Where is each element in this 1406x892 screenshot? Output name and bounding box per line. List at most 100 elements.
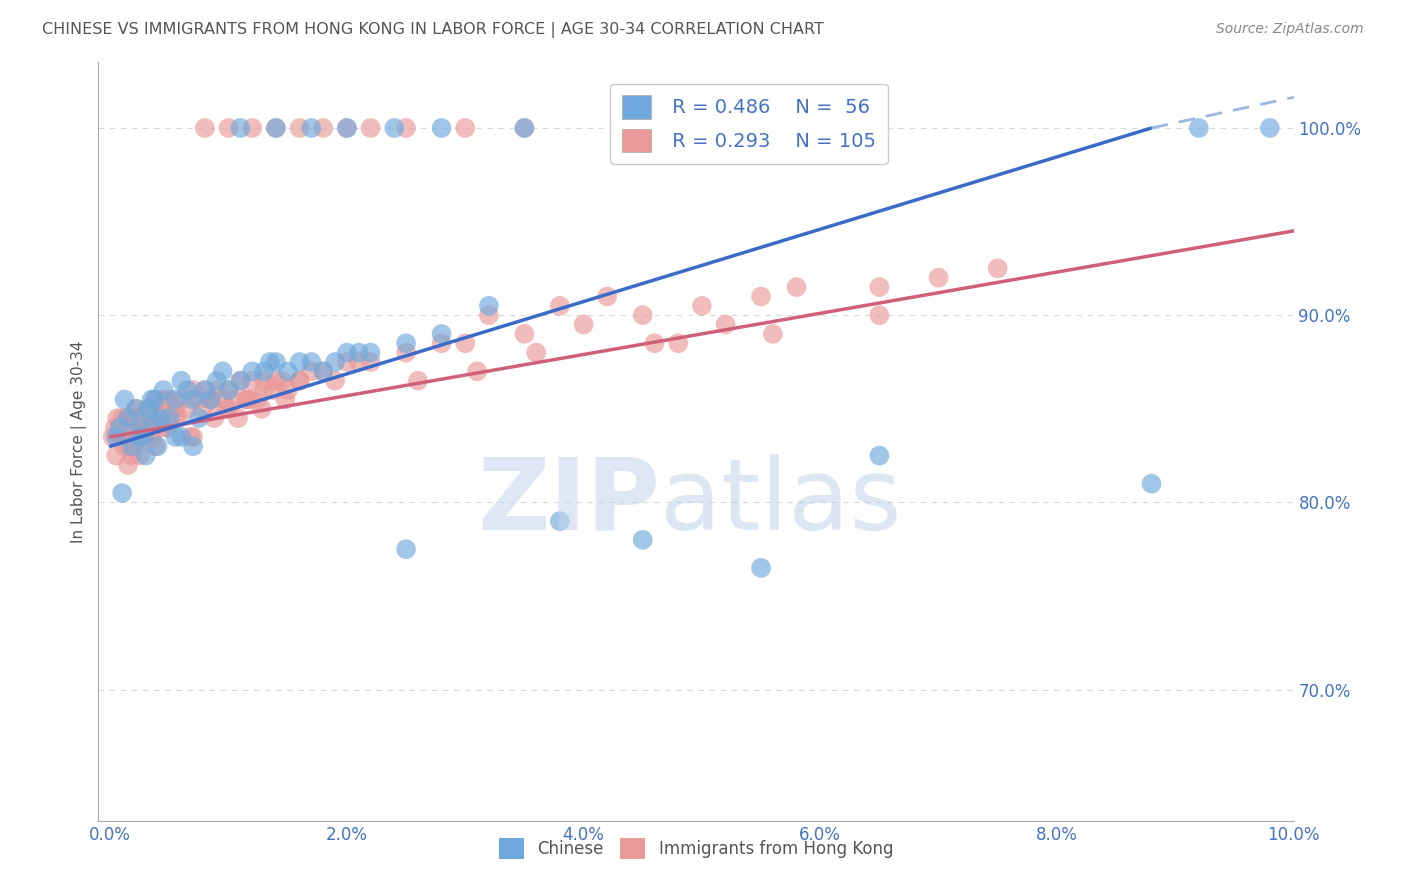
Point [631,120,654,135]
Point [235,392,257,407]
Point [165,401,187,416]
Point [181,392,204,407]
Text: ZIP: ZIP [477,454,661,550]
Point [142,420,165,434]
Point [108,420,131,434]
Point [200,392,222,407]
Point [336,120,359,135]
Point [181,430,204,444]
Point [191,401,214,416]
Point [105,411,128,425]
Point [454,336,477,351]
Point [114,439,136,453]
Point [868,449,890,463]
Point [121,439,143,453]
Text: CHINESE VS IMMIGRANTS FROM HONG KONG IN LABOR FORCE | AGE 30-34 CORRELATION CHAR: CHINESE VS IMMIGRANTS FROM HONG KONG IN … [42,22,824,38]
Point [336,355,359,369]
Point [513,120,536,135]
Point [200,392,222,407]
Point [666,336,689,351]
Point [200,392,222,407]
Point [868,280,890,294]
Point [288,120,311,135]
Point [263,383,285,397]
Point [156,420,179,434]
Point [136,401,159,416]
Point [111,430,134,444]
Point [312,364,335,378]
Point [478,308,501,322]
Point [165,392,187,407]
Point [152,401,174,416]
Point [1258,120,1281,135]
Point [153,392,176,407]
Point [235,392,257,407]
Point [125,401,148,416]
Point [167,411,190,425]
Point [548,299,571,313]
Point [395,345,418,359]
Point [430,336,453,351]
Point [226,411,249,425]
Point [141,392,163,407]
Point [264,120,287,135]
Point [111,486,134,500]
Point [240,364,263,378]
Point [690,299,713,313]
Point [170,430,193,444]
Point [548,514,571,528]
Point [229,120,252,135]
Point [111,411,134,425]
Point [478,299,501,313]
Text: Source: ZipAtlas.com: Source: ZipAtlas.com [1216,22,1364,37]
Point [157,411,180,425]
Point [165,430,187,444]
Point [215,401,238,416]
Point [264,120,287,135]
Point [218,383,240,397]
Point [277,364,299,378]
Point [170,374,193,388]
Point [170,392,193,407]
Point [596,289,619,303]
Point [122,430,145,444]
Point [108,430,131,444]
Point [323,355,346,369]
Point [128,449,150,463]
Text: atlas: atlas [661,454,901,550]
Point [382,120,405,135]
Point [132,420,155,434]
Point [128,430,150,444]
Point [165,411,187,425]
Point [143,392,166,407]
Point [454,120,477,135]
Point [136,401,159,416]
Point [762,326,785,341]
Point [211,364,233,378]
Point [395,120,418,135]
Point [149,401,172,416]
Point [347,355,370,369]
Point [218,383,240,397]
Point [987,261,1010,276]
Point [277,383,299,397]
Point [188,392,211,407]
Point [928,270,950,285]
Point [631,533,654,547]
Point [299,355,322,369]
Point [132,430,155,444]
Point [194,383,217,397]
Point [105,449,128,463]
Point [299,364,322,378]
Point [247,392,270,407]
Point [218,401,240,416]
Point [104,420,127,434]
Point [714,318,737,332]
Point [513,326,536,341]
Point [224,392,246,407]
Point [135,411,157,425]
Point [312,364,335,378]
Point [240,374,263,388]
Point [253,374,276,388]
Point [430,120,453,135]
